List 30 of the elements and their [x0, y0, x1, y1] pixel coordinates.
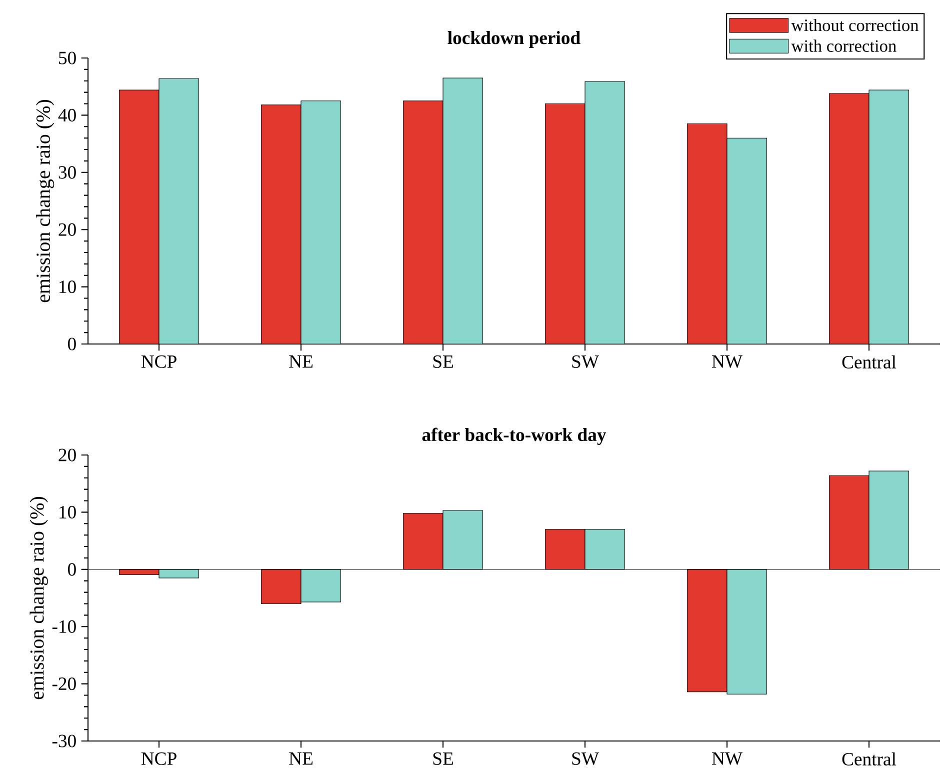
- x-tick-label: SW: [572, 752, 599, 766]
- x-tick-label: NW: [712, 355, 743, 368]
- y-tick-label: -30: [52, 734, 76, 748]
- y-tick-label: 10: [60, 280, 76, 294]
- y-axis-title: emission change raio (%): [30, 496, 48, 700]
- y-tick-label: 30: [58, 166, 76, 179]
- x-tick-label: NCP: [141, 752, 176, 765]
- x-tick-label: Central: [842, 752, 896, 766]
- x-tick-label: NE: [289, 355, 313, 368]
- chart-title: after back-to-work day: [422, 428, 606, 445]
- y-axis-title: emission change raio (%): [36, 100, 54, 302]
- x-tick-label: NE: [289, 752, 313, 765]
- x-tick-label: SE: [433, 355, 453, 368]
- x-tick-label: Central: [842, 355, 896, 369]
- y-tick-label: 0: [68, 338, 76, 350]
- y-tick-label: 10: [60, 506, 76, 519]
- x-tick-label: NW: [712, 752, 743, 765]
- x-tick-label: SW: [572, 355, 599, 368]
- y-tick-label: 20: [58, 448, 76, 462]
- x-tick-label: SE: [433, 752, 453, 765]
- y-tick-label: 50: [59, 52, 76, 64]
- y-tick-label: -10: [52, 620, 76, 633]
- legend-label: with correction: [791, 40, 896, 52]
- legend-label: without correction: [791, 18, 919, 32]
- chart-title: lockdown period: [448, 31, 580, 48]
- y-tick-label: 20: [58, 223, 76, 236]
- y-tick-label: 0: [68, 563, 76, 576]
- x-tick-label: NCP: [141, 355, 176, 368]
- y-tick-label: -20: [52, 677, 76, 690]
- y-tick-label: 40: [58, 108, 76, 122]
